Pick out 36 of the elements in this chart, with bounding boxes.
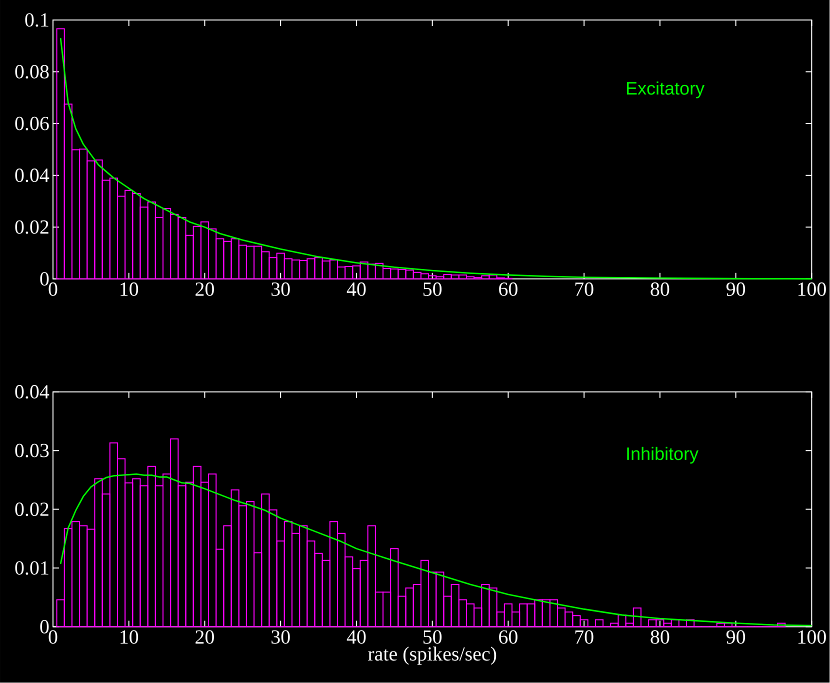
x-tick-label: 60 xyxy=(499,282,518,296)
annotation: Inhibitory xyxy=(627,447,699,464)
x-tick-label: 70 xyxy=(575,630,594,644)
line-series xyxy=(60,38,812,280)
line-series xyxy=(60,473,812,626)
y-tick-label: 0 xyxy=(40,620,49,634)
x-tick-label: 50 xyxy=(423,630,442,644)
x-tick-label: 30 xyxy=(272,630,290,644)
x-tick-label: 40 xyxy=(346,630,366,644)
x-tick-label: 30 xyxy=(272,282,290,296)
x-tick-label: 80 xyxy=(650,630,670,644)
y-tick-label: 0.01 xyxy=(15,561,48,575)
x-tick-label: 100 xyxy=(798,282,826,296)
y-tick-label: 0.04 xyxy=(15,385,50,399)
x-tick-label: 70 xyxy=(575,282,594,296)
x-tick-label: 60 xyxy=(499,630,518,644)
y-tick-label: 0.02 xyxy=(15,220,48,234)
annotation: Excitatory xyxy=(627,82,704,98)
x-tick-label: 90 xyxy=(726,630,746,644)
y-tick-label: 0 xyxy=(40,272,49,286)
x-tick-label: 10 xyxy=(120,630,138,644)
y-tick-label: 0.08 xyxy=(15,65,49,79)
x-tick-label: 80 xyxy=(650,282,670,296)
x-axis-title: rate (spikes/sec) xyxy=(368,646,496,665)
y-tick-label: 0.02 xyxy=(15,502,48,516)
x-tick-label: 50 xyxy=(423,282,442,296)
x-tick-label: 20 xyxy=(196,630,214,644)
y-tick-label: 0.06 xyxy=(15,116,49,130)
y-tick-label: 0.1 xyxy=(25,13,48,27)
x-tick-label: 90 xyxy=(726,282,746,296)
x-tick-label: 100 xyxy=(798,630,826,644)
y-tick-label: 0.04 xyxy=(15,168,50,182)
x-tick-label: 10 xyxy=(120,282,138,296)
x-tick-label: 40 xyxy=(346,282,366,296)
y-tick-label: 0.03 xyxy=(15,444,49,458)
x-tick-label: 20 xyxy=(196,282,214,296)
